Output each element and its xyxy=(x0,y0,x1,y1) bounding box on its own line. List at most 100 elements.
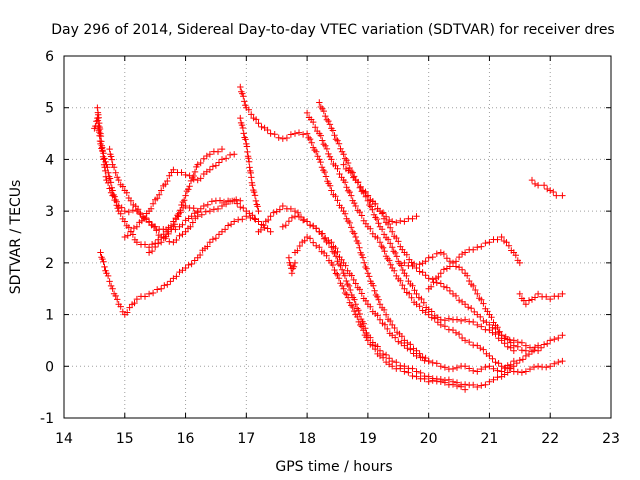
data-point xyxy=(340,285,347,292)
data-point-sample xyxy=(187,223,194,230)
data-point-sample xyxy=(370,211,378,218)
data-point-sample xyxy=(329,127,337,134)
data-point-sample xyxy=(332,193,339,200)
data-point-sample xyxy=(411,287,418,294)
data-point xyxy=(279,135,286,142)
data-point-sample xyxy=(220,198,228,206)
data-point-sample xyxy=(518,369,526,376)
data-point-sample xyxy=(310,239,317,246)
data-point-sample xyxy=(404,339,411,347)
data-point-sample xyxy=(360,327,367,334)
data-point xyxy=(115,202,122,210)
data-point-sample xyxy=(244,148,251,156)
data-point-sample xyxy=(355,239,362,247)
data-point xyxy=(328,239,335,246)
data-point-sample xyxy=(399,266,406,274)
data-point-sample xyxy=(227,221,235,228)
data-point-sample xyxy=(306,135,314,143)
data-point-sample xyxy=(318,164,326,171)
data-point-sample xyxy=(178,169,185,176)
data-point xyxy=(401,218,408,225)
data-point xyxy=(352,280,359,287)
data-point-sample xyxy=(107,189,115,196)
data-point-sample xyxy=(367,225,374,232)
data-point-sample xyxy=(397,217,404,225)
data-point-sample xyxy=(190,172,197,180)
data-point-sample xyxy=(371,287,378,294)
data-point-sample xyxy=(390,248,397,255)
data-point-sample xyxy=(555,358,562,366)
data-point-sample xyxy=(149,200,157,207)
data-point-sample xyxy=(164,281,171,288)
data-point-sample xyxy=(156,191,163,198)
data-point xyxy=(547,187,554,194)
data-point-sample xyxy=(375,220,382,227)
plot-frame xyxy=(63,55,612,419)
data-point-sample xyxy=(405,369,412,376)
data-point-sample xyxy=(322,173,330,180)
data-point-sample xyxy=(343,277,350,285)
data-point-sample xyxy=(325,150,332,158)
data-point-sample xyxy=(403,251,410,258)
data-point-sample xyxy=(455,330,463,338)
data-point-sample xyxy=(440,266,448,273)
data-point xyxy=(267,130,274,137)
data-point-sample xyxy=(241,98,248,105)
data-point-sample xyxy=(528,348,536,355)
data-point-sample xyxy=(171,221,178,228)
data-point xyxy=(249,182,256,189)
data-point-sample xyxy=(102,167,109,175)
data-point-sample xyxy=(164,177,171,185)
data-point-sample xyxy=(387,240,394,247)
data-point-sample xyxy=(107,153,115,160)
data-point-sample xyxy=(363,265,370,272)
data-point xyxy=(255,218,262,225)
data-point-sample xyxy=(387,261,394,268)
data-point xyxy=(389,218,396,225)
data-point-sample xyxy=(507,339,514,346)
data-point-sample xyxy=(358,212,365,219)
data-point-sample xyxy=(504,343,511,350)
data-point-sample xyxy=(386,355,393,362)
data-point-sample xyxy=(358,290,365,297)
x-axis-title: GPS time / hours xyxy=(275,459,392,475)
data-point xyxy=(486,321,493,329)
data-point xyxy=(498,363,505,370)
data-point-sample xyxy=(374,234,381,242)
data-point-sample xyxy=(531,344,539,351)
data-point-sample xyxy=(435,273,442,281)
x-tick-label: 14 xyxy=(55,431,73,447)
data-point-sample xyxy=(504,336,511,343)
data-point xyxy=(170,166,177,173)
data-point-sample xyxy=(341,289,349,297)
data-point-sample xyxy=(366,273,373,280)
data-point-sample xyxy=(344,294,352,301)
data-point-sample xyxy=(397,277,404,284)
data-point-sample xyxy=(186,183,193,190)
data-point-sample xyxy=(242,136,249,143)
data-point-sample xyxy=(348,192,355,199)
data-point-sample xyxy=(185,261,192,269)
data-point-sample xyxy=(106,175,114,182)
data-point xyxy=(109,192,116,199)
data-point-sample xyxy=(270,209,277,216)
data-point-sample xyxy=(221,226,229,233)
data-point-sample xyxy=(477,344,484,352)
data-point-sample xyxy=(513,359,520,367)
data-point-sample xyxy=(124,309,131,316)
data-point-sample xyxy=(233,196,240,203)
data-point-sample xyxy=(297,213,305,221)
data-point xyxy=(486,378,493,385)
data-point xyxy=(231,218,238,225)
data-point-sample xyxy=(104,179,112,187)
data-point-sample xyxy=(334,197,341,204)
data-point-sample xyxy=(314,153,321,160)
data-point-sample xyxy=(354,313,361,321)
data-point-sample xyxy=(516,357,523,364)
x-tick-label: 21 xyxy=(481,431,499,447)
data-point-sample xyxy=(347,286,354,294)
data-point-sample xyxy=(392,334,399,341)
data-point-sample xyxy=(391,324,398,332)
data-point-sample xyxy=(245,155,252,162)
data-point xyxy=(121,207,128,215)
